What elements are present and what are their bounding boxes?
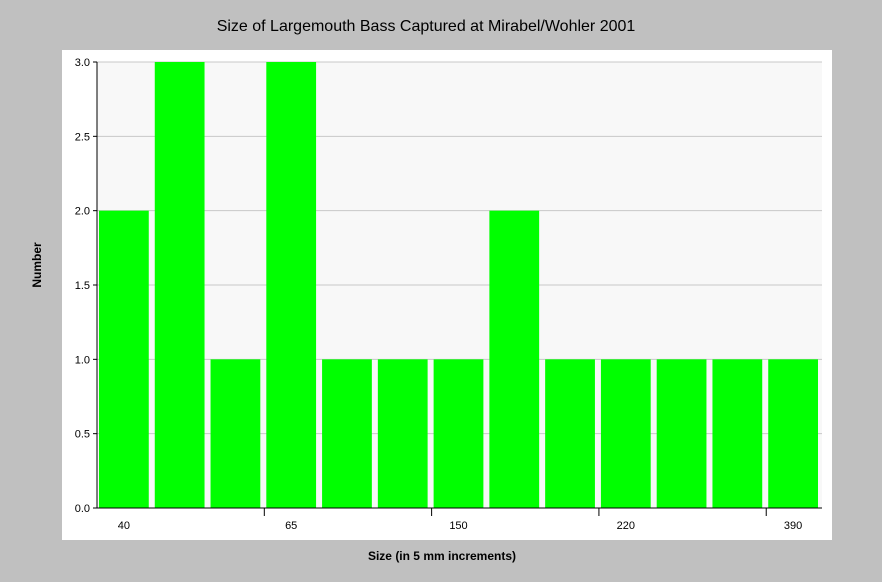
bar <box>712 359 763 508</box>
bar <box>768 359 818 508</box>
bar <box>210 359 261 508</box>
y-tick-label: 0.5 <box>75 429 90 441</box>
bar <box>489 210 540 508</box>
y-tick-label: 2.0 <box>75 206 90 218</box>
bar <box>545 359 595 508</box>
bar <box>377 359 428 508</box>
y-tick-label: 3.0 <box>75 57 90 69</box>
x-tick-label: 65 <box>285 520 297 532</box>
x-axis-label: Size (in 5 mm increments) <box>367 549 517 563</box>
bar <box>266 62 317 508</box>
bar <box>99 210 149 508</box>
x-tick-label: 150 <box>449 520 467 532</box>
bar <box>600 359 651 508</box>
y-tick-label: 1.5 <box>75 280 90 292</box>
y-tick-label: 0.0 <box>75 503 90 515</box>
bar <box>322 359 372 508</box>
x-tick-label: 40 <box>118 520 130 532</box>
bar <box>433 359 484 508</box>
axes: 0.0 0.5 1.0 1.5 2.0 2.5 3.0 40 65 150 220 390 <box>75 57 822 532</box>
y-tick-label: 2.5 <box>75 131 90 143</box>
chart-title: Size of Largemouth Bass Captured at Mira… <box>216 18 636 35</box>
bar <box>656 359 707 508</box>
x-tick-label: 390 <box>784 520 802 532</box>
y-tick-label: 1.0 <box>75 354 90 366</box>
x-tick-label: 220 <box>617 520 635 532</box>
bar <box>154 62 205 508</box>
bars <box>99 62 818 508</box>
